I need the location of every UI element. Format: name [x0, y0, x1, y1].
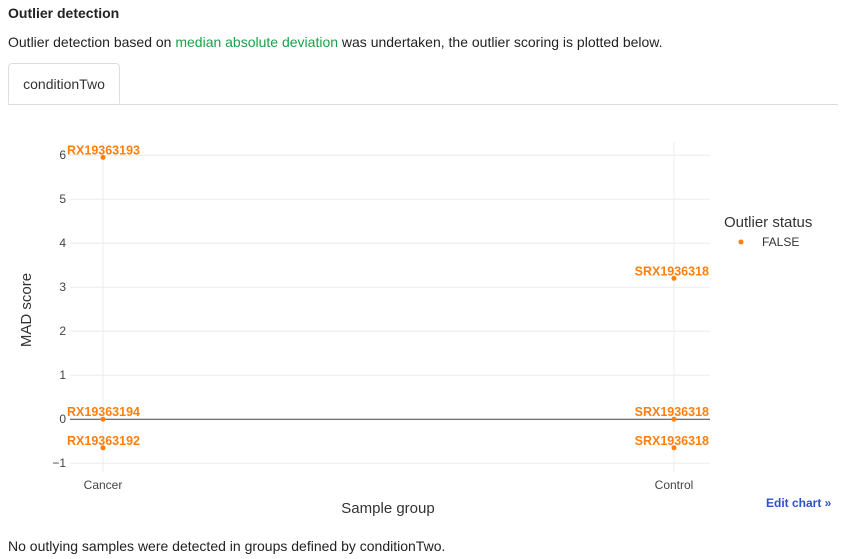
intro-text-after: was undertaken, the outlier scoring is p…: [338, 34, 663, 50]
intro-text: Outlier detection based on median absolu…: [8, 34, 663, 50]
point-label: RX19363193: [67, 143, 140, 157]
y-axis-label: MAD score: [18, 273, 35, 347]
legend-title: Outlier status: [724, 214, 812, 231]
point-labels: RX19363193 RX19363194 RX19363192 SRX1936318…: [67, 143, 709, 447]
tab-conditiontwo[interactable]: conditionTwo: [8, 63, 120, 104]
x-tick-label: Control: [655, 478, 694, 492]
data-point[interactable]: [671, 416, 677, 422]
data-point[interactable]: [100, 154, 106, 160]
data-point[interactable]: [671, 445, 677, 451]
axes: −1 0 1 2 3 4 5 6 Cancer Control: [52, 148, 710, 492]
footnote: No outlying samples were detected in gro…: [8, 538, 446, 554]
y-tick-label: 1: [59, 368, 66, 382]
section-title: Outlier detection: [8, 5, 120, 21]
y-tick-label: 5: [59, 192, 66, 206]
y-tick-label: −1: [52, 456, 66, 470]
data-point[interactable]: [671, 275, 677, 281]
point-label: RX19363194: [67, 405, 140, 419]
legend: Outlier status FALSE: [724, 214, 812, 249]
data-point[interactable]: [100, 445, 106, 451]
grid-lines: [70, 142, 710, 472]
intro-text-before: Outlier detection based on: [8, 34, 176, 50]
point-label: RX19363192: [67, 434, 140, 448]
x-axis-label: Sample group: [341, 500, 434, 517]
data-points[interactable]: [100, 154, 677, 451]
point-label: SRX1936318: [635, 434, 709, 448]
y-tick-label: 6: [59, 148, 66, 162]
mad-link[interactable]: median absolute deviation: [175, 34, 339, 50]
y-tick-label: 4: [59, 236, 66, 250]
legend-entry-false[interactable]: FALSE: [762, 235, 799, 249]
data-point[interactable]: [100, 416, 106, 422]
point-label: SRX1936318: [635, 405, 709, 419]
point-label: SRX1936318: [635, 264, 709, 278]
edit-chart-link[interactable]: Edit chart »: [766, 496, 832, 510]
y-tick-label: 0: [59, 412, 66, 426]
y-tick-label: 3: [59, 280, 66, 294]
x-tick-label: Cancer: [84, 478, 123, 492]
y-tick-label: 2: [59, 324, 66, 338]
tab-bar: [8, 104, 838, 105]
legend-marker: [738, 239, 744, 245]
